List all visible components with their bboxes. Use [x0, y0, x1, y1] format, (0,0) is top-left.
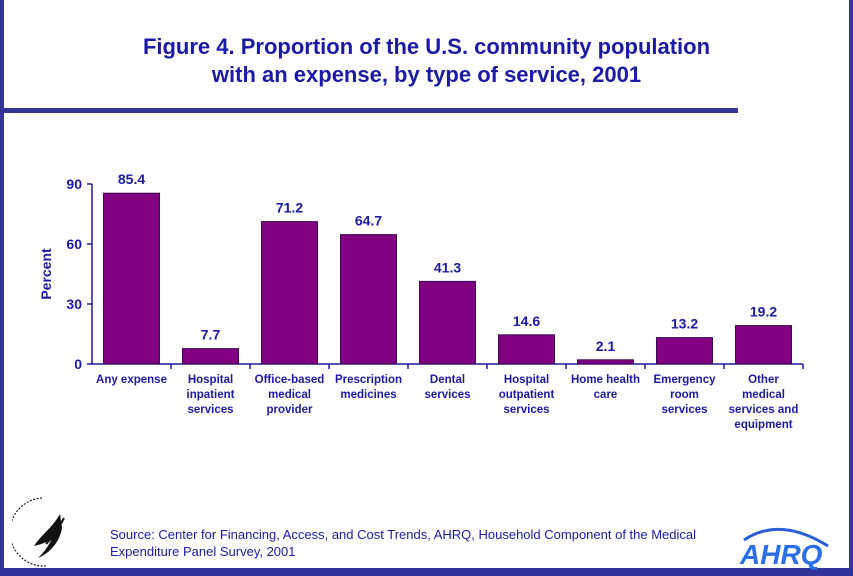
value-label: 2.1	[596, 338, 616, 354]
x-tick-label-line: Any expense	[96, 374, 167, 386]
bar	[498, 334, 555, 365]
source-line-1: Source: Center for Financing, Access, an…	[110, 527, 697, 542]
value-label: 85.4	[118, 171, 145, 187]
x-tick-label-line: Hospital	[504, 374, 549, 386]
y-tick-label: 90	[66, 176, 82, 192]
x-tick-label: Prescription medicines	[335, 374, 402, 401]
x-tick-label-line: medical	[268, 389, 311, 401]
value-label: 71.2	[276, 200, 303, 216]
value-label: 13.2	[671, 316, 698, 332]
x-tick-label: Emergency room services	[653, 374, 716, 416]
bar	[577, 359, 634, 365]
bar	[340, 234, 397, 365]
x-tick-label-line: services	[187, 404, 233, 416]
x-tick-label-line: inpatient	[187, 389, 235, 401]
y-tick-label: 60	[66, 236, 82, 252]
title-line-1: Figure 4. Proportion of the U.S. communi…	[142, 34, 711, 59]
bottom-border	[0, 570, 853, 576]
bar	[656, 337, 713, 365]
value-label: 41.3	[434, 259, 461, 275]
x-tick-label: Hospital inpatient services	[187, 374, 235, 416]
x-tick-label-line: Home health	[571, 374, 640, 386]
title-rule	[0, 108, 738, 113]
x-tick-label-line: services	[424, 389, 470, 401]
hhs-seal-logo	[12, 497, 65, 567]
x-tick-label-line: Emergency	[653, 374, 716, 386]
source-note: Source: Center for Financing, Access, an…	[110, 526, 730, 560]
x-tick-label-line: Hospital	[188, 374, 233, 386]
svg-text:AHRQ: AHRQ	[739, 539, 823, 570]
y-tick-label: 0	[74, 356, 82, 372]
y-axis-label: Percent	[38, 248, 54, 300]
x-tick-label-line: care	[594, 389, 618, 401]
x-tick-label: Other medical services and equipment	[729, 374, 799, 431]
x-tick-label-line: Office-based	[255, 374, 325, 386]
x-tick-label-line: room	[670, 389, 699, 401]
x-tick-label-line: Prescription	[335, 374, 402, 386]
value-label: 7.7	[201, 327, 221, 343]
x-tick-label-line: equipment	[734, 419, 792, 431]
source-line-2: Expenditure Panel Survey, 2001	[110, 544, 296, 559]
x-tick-label: Office-based medical provider	[255, 374, 325, 416]
x-tick-label-line: provider	[266, 404, 313, 416]
bar	[419, 280, 476, 365]
value-label: 19.2	[750, 304, 777, 320]
x-tick-label: Home health care	[571, 374, 640, 401]
ahrq-logo: AHRQ	[739, 527, 829, 570]
bar	[735, 325, 792, 365]
x-tick-label-line: services and	[729, 404, 799, 416]
x-tick-label-line: services	[503, 404, 549, 416]
x-tick-label-line: medicines	[340, 389, 396, 401]
bar	[103, 192, 160, 365]
x-tick-label-line: Other	[748, 374, 779, 386]
x-tick-label-line: outpatient	[499, 389, 555, 401]
x-tick-label: Dental services	[424, 374, 470, 401]
bar	[261, 221, 318, 365]
value-label: 14.6	[513, 313, 540, 329]
value-label: 64.7	[355, 213, 382, 229]
chart-title: Figure 4. Proportion of the U.S. communi…	[0, 33, 853, 89]
x-tick-label-line: services	[661, 404, 707, 416]
bar	[182, 348, 239, 365]
y-tick-label: 30	[66, 296, 82, 312]
x-tick-label-line: Dental	[430, 374, 465, 386]
x-tick-label-line: medical	[742, 389, 785, 401]
x-tick-label: Any expense	[96, 374, 167, 386]
title-line-2: with an expense, by type of service, 200…	[211, 62, 642, 87]
x-tick-label: Hospital outpatient services	[499, 374, 555, 416]
